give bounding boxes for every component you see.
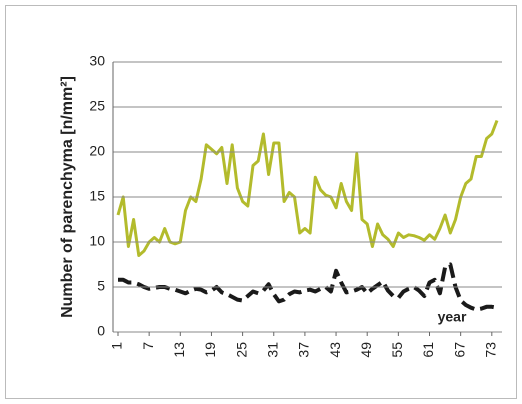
series-line: [116, 119, 499, 257]
x-tick-label: 67: [451, 342, 467, 358]
x-tick-label: 37: [296, 342, 312, 358]
x-tick-label: 61: [420, 342, 436, 358]
y-axis-label: Number of parenchyma [n/mm²]: [59, 76, 76, 318]
y-tick-label: 25: [89, 98, 105, 114]
annotation: year: [438, 309, 467, 325]
x-tick-label: 43: [327, 342, 343, 358]
x-tick-label: 73: [483, 342, 499, 358]
x-tick-label: 49: [358, 342, 374, 358]
x-tick-label: 7: [140, 342, 156, 350]
x-tick-label: 19: [202, 342, 218, 358]
series-line: [118, 262, 498, 312]
x-tick-label: 13: [171, 342, 187, 358]
y-tick-label: 10: [89, 233, 105, 249]
y-tick-label: 0: [97, 323, 105, 339]
x-tick-label: 31: [264, 342, 280, 358]
chart-border: [5, 5, 517, 399]
y-tick-label: 20: [89, 143, 105, 159]
y-tick-label: 15: [89, 188, 105, 204]
y-tick-label: 5: [97, 278, 105, 294]
x-tick-label: 25: [233, 342, 249, 358]
y-tick-label: 30: [89, 53, 105, 69]
x-tick-label: 55: [389, 342, 405, 358]
x-tick-label: 1: [109, 342, 125, 350]
